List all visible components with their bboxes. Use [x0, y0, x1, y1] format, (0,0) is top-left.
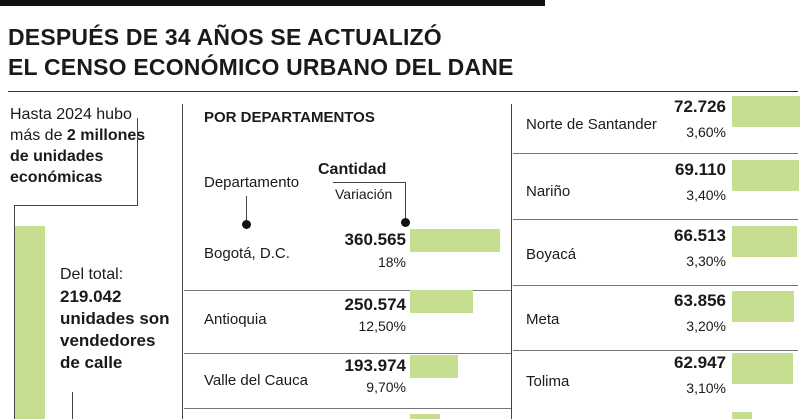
row-departamento: Bogotá, D.C.: [204, 245, 290, 262]
column-divider-left: [182, 104, 183, 419]
bar: [732, 291, 794, 322]
row-variacion: 3,40%: [686, 187, 726, 203]
row-cantidad: 72.726: [674, 97, 726, 116]
depto-pointer-dot: [242, 220, 251, 229]
intro-line-2-bold: 2 millones: [66, 127, 146, 144]
header-variacion: Variación: [335, 186, 393, 202]
row-variacion: 3,10%: [686, 380, 726, 396]
sub-line-2: 219.042: [60, 287, 122, 306]
bar: [410, 229, 500, 252]
bar: [732, 353, 793, 384]
bar: [410, 290, 473, 313]
street-vendors-connector: [72, 392, 73, 419]
title-line-2: EL CENSO ECONÓMICO URBANO DEL DANE: [8, 54, 514, 80]
row-variacion: 3,60%: [686, 124, 726, 140]
sub-line-3: unidades son: [60, 309, 170, 328]
intro-connector-vertical: [137, 118, 138, 206]
intro-text: Hasta 2024 hubo más de 2 millones de uni…: [10, 104, 170, 188]
cantidad-pointer-bar: [333, 182, 405, 183]
bar: [732, 160, 799, 191]
sub-line-1: Del total:: [60, 266, 124, 283]
bar: [410, 355, 458, 378]
bar-next-partial: [410, 414, 440, 419]
intro-line-2: más de 2 millones: [10, 125, 170, 146]
row-departamento: Tolima: [526, 373, 570, 390]
row-departamento: Valle del Cauca: [204, 372, 308, 389]
header-cantidad: Cantidad: [318, 161, 387, 178]
row-departamento: Norte de Santander: [526, 116, 657, 133]
row-cantidad: 250.574: [344, 295, 406, 314]
row-cantidad: 193.974: [344, 356, 406, 375]
title-divider: [8, 91, 798, 92]
row-cantidad: 63.856: [674, 291, 726, 310]
intro-line-3: de unidades: [10, 148, 104, 165]
sub-line-5: de calle: [60, 353, 123, 372]
row-divider: [513, 350, 798, 351]
column-divider-right: [511, 104, 512, 419]
section-title: POR DEPARTAMENTOS: [204, 109, 375, 126]
row-departamento: Meta: [526, 311, 560, 328]
header-departamento: Departamento: [204, 174, 300, 191]
intro-line-2-pre: más de: [10, 127, 67, 144]
bar: [732, 226, 797, 257]
intro-line-4: económicas: [10, 169, 103, 186]
row-cantidad: 62.947: [674, 353, 726, 372]
intro-line-1: Hasta 2024 hubo: [10, 106, 132, 123]
intro-connector-drop: [14, 205, 15, 419]
row-cantidad: 360.565: [344, 230, 406, 249]
row-divider: [184, 353, 511, 354]
intro-connector-horizontal: [14, 205, 138, 206]
depto-pointer-line: [246, 196, 247, 224]
top-rule: [0, 0, 545, 6]
row-divider: [513, 153, 798, 154]
row-variacion: 12,50%: [358, 318, 406, 334]
sub-line-4: vendedores: [60, 331, 156, 350]
row-cantidad: 66.513: [674, 226, 726, 245]
total-units-bar: [15, 226, 45, 419]
row-divider-bottom: [184, 408, 511, 409]
row-variacion: 3,30%: [686, 253, 726, 269]
row-variacion: 18%: [377, 254, 406, 270]
row-divider: [184, 290, 511, 291]
row-variacion: 9,70%: [366, 379, 406, 395]
row-departamento: Boyacá: [526, 246, 577, 263]
title-line-1: DESPUÉS DE 34 AÑOS SE ACTUALIZÓ: [8, 24, 442, 50]
page-title: DESPUÉS DE 34 AÑOS SE ACTUALIZÓ EL CENSO…: [8, 22, 514, 82]
row-divider: [513, 219, 798, 220]
cantidad-pointer-dot: [401, 218, 410, 227]
row-divider: [513, 285, 798, 286]
bar: [732, 96, 800, 127]
row-departamento: Nariño: [526, 183, 571, 200]
cantidad-pointer-line: [405, 182, 406, 222]
bar-next-partial-right: [732, 412, 752, 419]
row-variacion: 3,20%: [686, 318, 726, 334]
street-vendors-text: Del total: 219.042 unidades son vendedor…: [60, 264, 180, 374]
row-departamento: Antioquia: [204, 311, 267, 328]
row-cantidad: 69.110: [674, 160, 726, 179]
